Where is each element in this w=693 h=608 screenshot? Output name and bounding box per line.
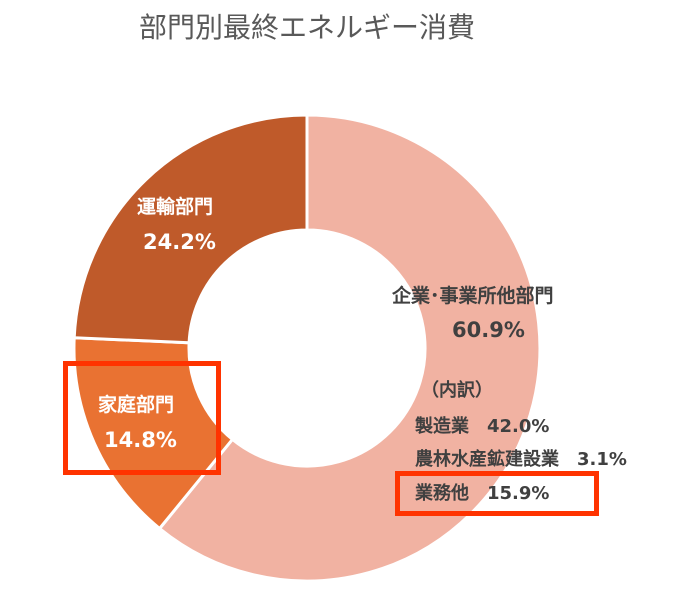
breakdown-manufacturing: 製造業 42.0%	[415, 416, 550, 437]
highlight-box-commercial	[395, 471, 599, 516]
business-label: 企業･事業所他部門	[392, 285, 554, 307]
highlight-box-household	[63, 361, 221, 475]
breakdown-heading: （内訳）	[421, 380, 493, 401]
slice-transport[interactable]	[72, 113, 309, 345]
transport-percent: 24.2%	[143, 230, 216, 254]
household-percent: 14.8%	[104, 428, 177, 452]
breakdown-agri-mining-construction: 農林水産鉱建設業 3.1%	[415, 449, 627, 470]
household-label: 家庭部門	[98, 394, 175, 416]
transport-label: 運輸部門	[137, 196, 214, 218]
slice-business[interactable]	[157, 113, 542, 583]
business-percent: 60.9%	[452, 318, 525, 342]
breakdown-commercial: 業務他 15.9%	[415, 483, 550, 504]
slice-household[interactable]	[72, 336, 235, 531]
chart-title: 部門別最終エネルギー消費	[138, 11, 475, 44]
